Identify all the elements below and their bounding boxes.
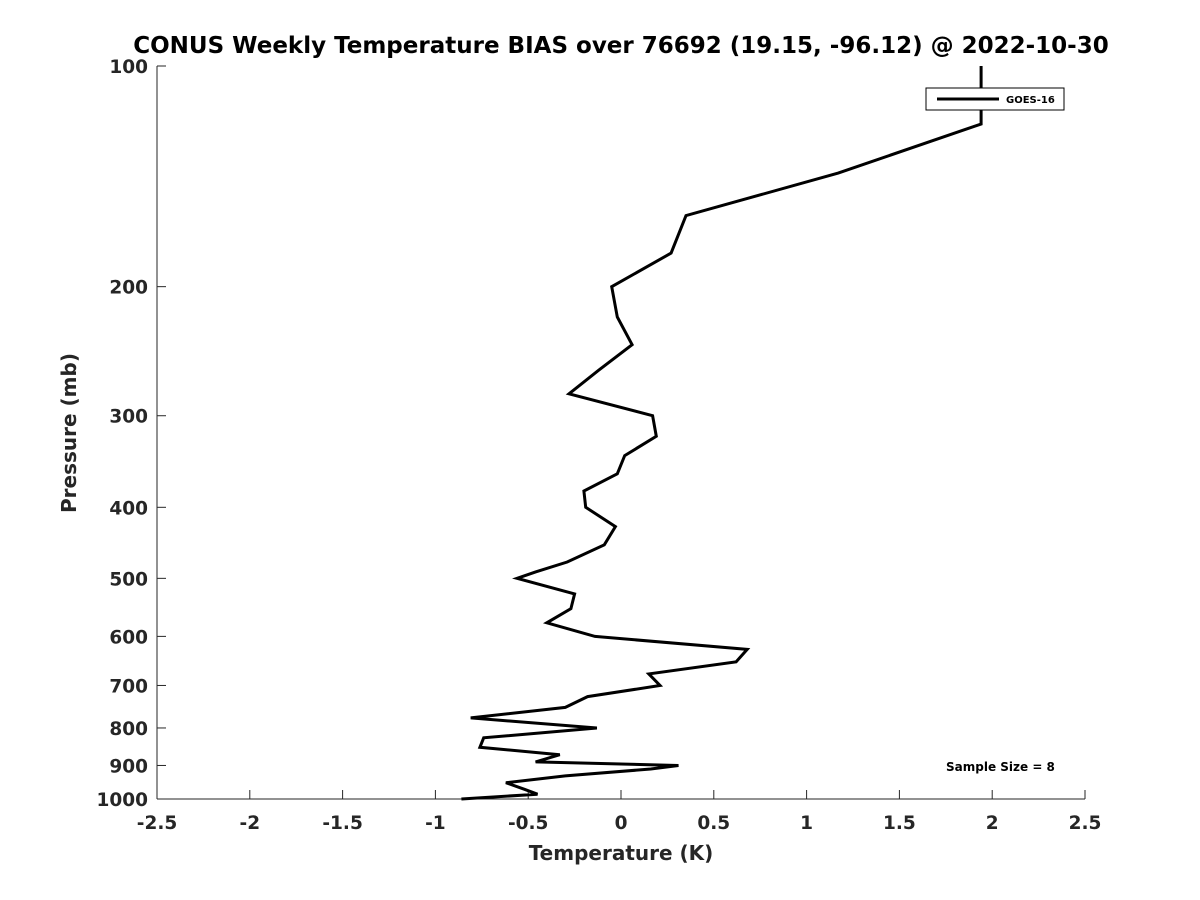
- y-tick-label: 700: [109, 676, 148, 697]
- y-axis-label: Pressure (mb): [57, 353, 81, 513]
- series-line-goes16: [461, 66, 983, 801]
- y-tick-label: 400: [109, 498, 148, 519]
- series-layer: [461, 66, 983, 801]
- x-axis-label: Temperature (K): [529, 841, 714, 865]
- y-tick-label: 900: [109, 756, 148, 777]
- y-tick-label: 200: [109, 278, 148, 299]
- chart-title: CONUS Weekly Temperature BIAS over 76692…: [133, 33, 1108, 59]
- axes: [156, 66, 1085, 800]
- y-tick-label: 600: [109, 627, 148, 648]
- x-tick-label: 1: [800, 813, 813, 834]
- x-tick-label: 2.5: [1069, 813, 1102, 834]
- y-tick-label: 500: [109, 569, 148, 590]
- legend-label-goes16: GOES-16: [1006, 95, 1055, 106]
- y-ticks: 100 200 300 400 500 600 700 800 900 1000: [97, 57, 166, 811]
- x-tick-label: -0.5: [508, 813, 548, 834]
- y-tick-label: 1000: [97, 790, 149, 811]
- x-tick-label: -1.5: [322, 813, 362, 834]
- x-tick-label: 0: [615, 813, 628, 834]
- x-tick-label: 0.5: [697, 813, 730, 834]
- legend: GOES-16: [925, 87, 1065, 111]
- x-tick-label: -2.5: [137, 813, 177, 834]
- y-tick-label: 100: [109, 57, 148, 78]
- x-tick-label: 1.5: [883, 813, 916, 834]
- y-tick-label: 800: [109, 719, 148, 740]
- x-ticks: -2.5 -2 -1.5 -1 -0.5 0 0.5 1 1.5 2 2.5: [137, 790, 1102, 834]
- sample-size-annotation: Sample Size = 8: [946, 760, 1055, 774]
- x-tick-label: -1: [425, 813, 446, 834]
- y-tick-label: 300: [109, 407, 148, 428]
- x-tick-label: 2: [986, 813, 999, 834]
- x-tick-label: -2: [240, 813, 261, 834]
